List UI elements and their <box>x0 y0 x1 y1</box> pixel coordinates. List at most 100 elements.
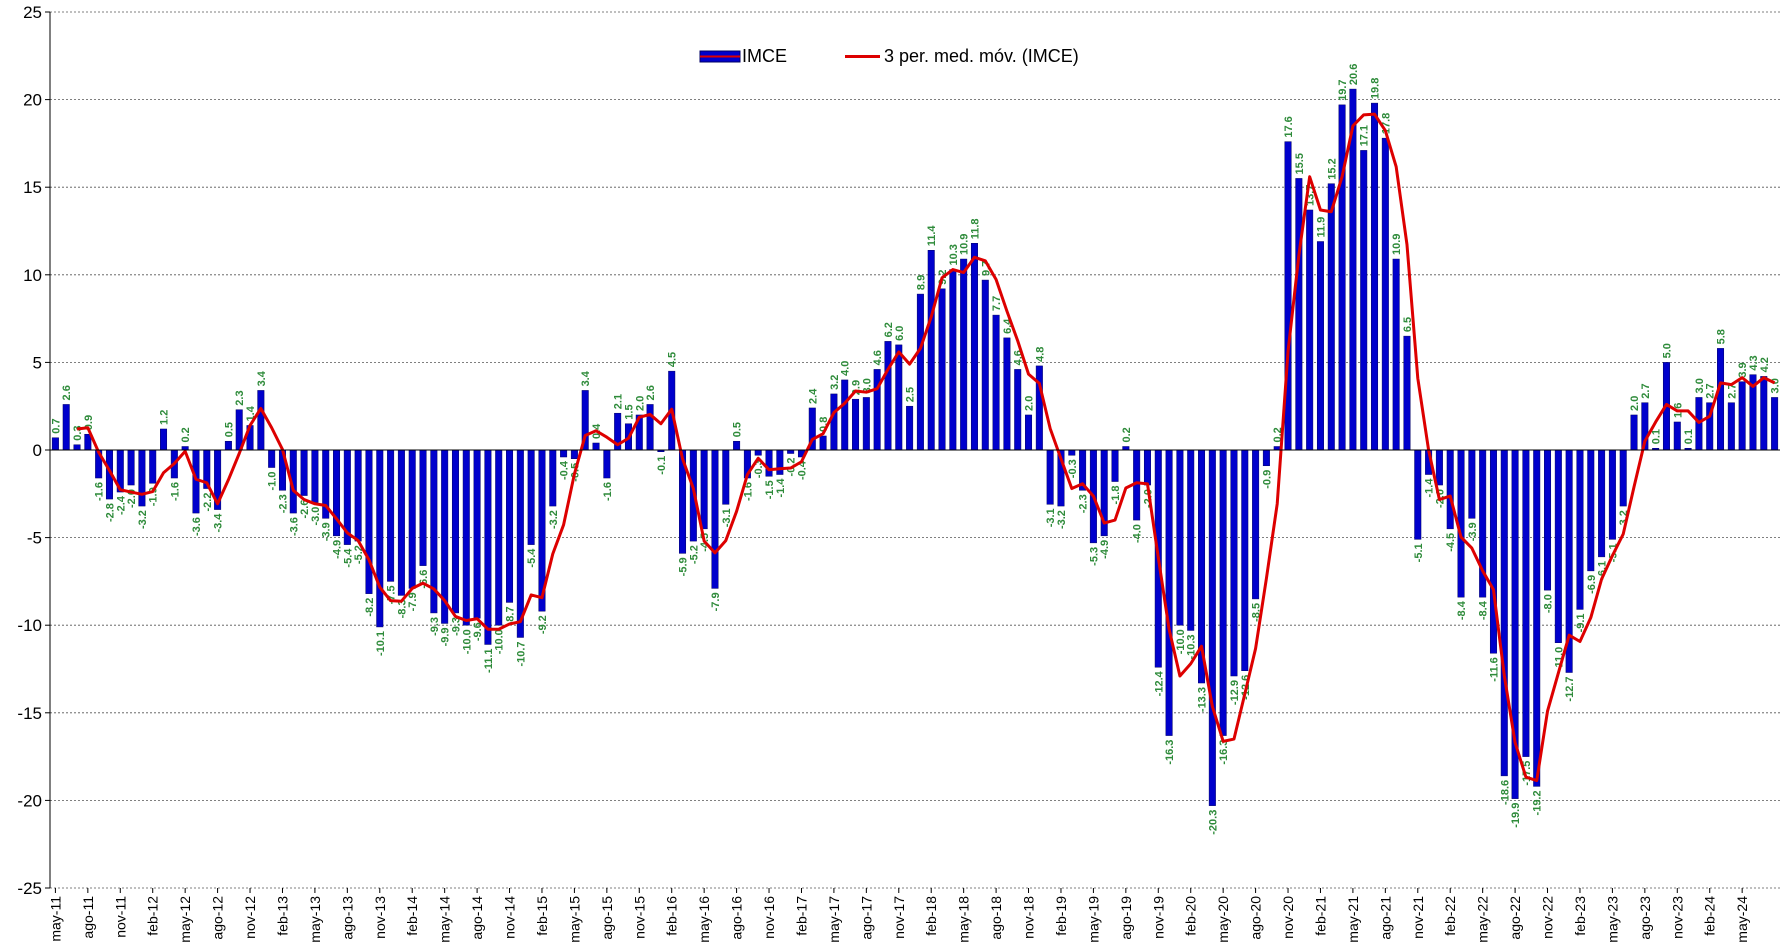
bar <box>884 341 892 451</box>
bar <box>224 440 232 451</box>
data-label: -1.6 <box>169 482 181 501</box>
y-tick-label: 20 <box>23 91 42 110</box>
x-tick-label: ago-15 <box>599 896 615 940</box>
bar <box>646 404 654 451</box>
data-label: 4.3 <box>1748 355 1760 370</box>
bar <box>1771 397 1779 451</box>
data-label: -0.4 <box>796 460 808 480</box>
x-tick-label: ago-23 <box>1637 896 1653 940</box>
x-tick-label: nov-13 <box>372 896 388 939</box>
data-label: 19.8 <box>1370 78 1382 99</box>
data-label: -19.2 <box>1532 790 1544 815</box>
data-label: -9.3 <box>429 617 441 636</box>
data-label: 3.0 <box>1694 378 1706 393</box>
bar <box>862 397 870 451</box>
data-label: 1.2 <box>159 410 171 425</box>
data-label: 2.6 <box>61 385 73 400</box>
data-label: 5.8 <box>1716 329 1728 344</box>
x-tick-label: may-21 <box>1345 896 1361 943</box>
data-label: 3.4 <box>256 370 268 386</box>
bar <box>73 444 81 451</box>
bar <box>819 435 827 451</box>
data-label: -2.8 <box>104 503 116 522</box>
data-label: -8.0 <box>1543 594 1555 613</box>
data-label: 2.4 <box>807 388 819 404</box>
data-label: -1.8 <box>1110 486 1122 505</box>
data-label: 3.4 <box>580 370 592 386</box>
data-label: -4.5 <box>1445 533 1457 552</box>
data-label: -3.2 <box>1056 510 1068 529</box>
data-label: -16.3 <box>1218 740 1230 765</box>
x-tick-label: ago-22 <box>1507 896 1523 940</box>
data-label: 4.6 <box>872 350 884 365</box>
bar <box>895 344 903 451</box>
bar <box>733 440 741 451</box>
bar <box>765 449 773 477</box>
data-label: -10.3 <box>1186 634 1198 659</box>
data-label: -8.7 <box>505 606 517 625</box>
data-label: -5.2 <box>688 545 700 564</box>
data-label: 15.5 <box>1294 153 1306 174</box>
bar <box>516 449 524 638</box>
bar <box>1630 414 1638 451</box>
data-label: -19.9 <box>1510 803 1522 828</box>
x-tick-label: feb-15 <box>534 896 550 936</box>
bar <box>927 250 935 451</box>
x-tick-label: ago-11 <box>80 896 96 939</box>
bar <box>1403 335 1411 451</box>
x-tick-label: ago-17 <box>858 896 874 940</box>
bar <box>365 449 373 594</box>
data-label: -11.1 <box>483 648 495 672</box>
bar <box>1727 402 1735 451</box>
data-label: 11.4 <box>926 225 938 247</box>
data-label: -9.1 <box>1575 613 1587 632</box>
data-label: -8.3 <box>396 599 408 618</box>
x-tick-label: ago-14 <box>469 896 485 940</box>
bar <box>484 449 492 645</box>
data-label: 0.2 <box>180 427 192 442</box>
bar <box>1360 150 1368 451</box>
x-tick-label: ago-18 <box>988 896 1004 940</box>
y-tick-label: -15 <box>17 704 42 723</box>
bar <box>160 428 168 451</box>
bar <box>1122 446 1130 451</box>
data-label: -9.2 <box>537 615 549 634</box>
data-label: -0.3 <box>1067 459 1079 478</box>
x-tick-label: ago-19 <box>1118 896 1134 940</box>
bar <box>1187 449 1195 631</box>
data-label: -9.3 <box>450 617 462 636</box>
bar <box>1165 449 1173 736</box>
data-label: -2.2 <box>202 493 214 512</box>
data-label: 2.0 <box>634 396 646 411</box>
data-label: -12.4 <box>1153 670 1165 696</box>
x-tick-label: nov-20 <box>1280 896 1296 939</box>
data-label: -0.1 <box>656 456 668 475</box>
data-label: -16.3 <box>1164 740 1176 765</box>
data-label: -12.7 <box>1564 677 1576 702</box>
bar <box>1576 449 1584 610</box>
data-label: -2.3 <box>1078 494 1090 513</box>
bar <box>473 449 481 619</box>
bar <box>1489 449 1497 654</box>
y-tick-label: 25 <box>23 3 42 22</box>
bar <box>51 437 59 451</box>
y-tick-label: 0 <box>33 441 42 460</box>
bar <box>1230 449 1238 677</box>
data-label: -2.6 <box>299 500 311 519</box>
data-label: 0.7 <box>50 418 62 433</box>
x-tick-label: ago-16 <box>729 896 745 940</box>
data-label: 3.2 <box>829 375 841 390</box>
data-label: -1.4 <box>775 478 787 498</box>
bar <box>873 369 881 451</box>
bar <box>1371 102 1379 451</box>
bar <box>981 279 989 451</box>
bar <box>419 449 427 566</box>
bar <box>960 258 968 451</box>
legend-label: IMCE <box>742 46 787 66</box>
bar <box>1143 449 1151 486</box>
x-tick-label: may-18 <box>956 896 972 943</box>
x-tick-label: ago-13 <box>339 896 355 940</box>
data-label: -11.0 <box>1553 647 1565 671</box>
data-label: -1.6 <box>602 482 614 501</box>
